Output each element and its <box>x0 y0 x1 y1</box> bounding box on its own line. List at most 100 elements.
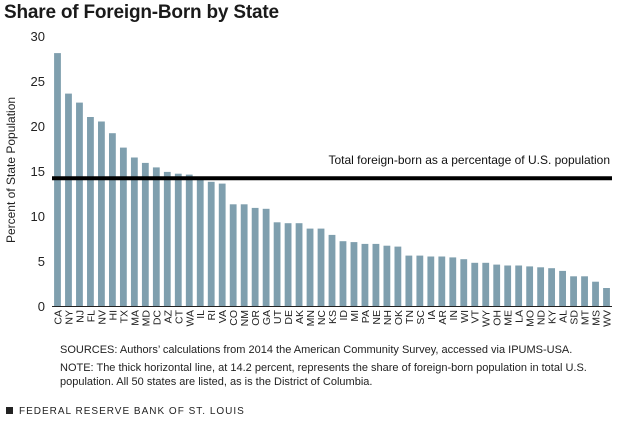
x-tick-label-me: ME <box>503 310 515 326</box>
y-axis-ticks: 0 5 10 15 20 25 30 <box>31 29 45 314</box>
bar-oh <box>493 264 501 306</box>
y-tick-label-4: 20 <box>31 119 45 134</box>
x-tick-label-mt: MT <box>580 309 592 325</box>
bar-la <box>515 265 523 306</box>
bar-ny <box>65 93 72 306</box>
x-tick-label-ut: UT <box>272 309 284 324</box>
bar-tn <box>405 255 413 306</box>
reference-line-label: Total foreign-born as a percentage of U.… <box>328 153 610 167</box>
x-tick-label-az: AZ <box>162 309 174 323</box>
sources-note: SOURCES: Authors’ calculations from 2014… <box>60 344 573 356</box>
bar-sd <box>570 276 577 306</box>
footer-square-icon <box>6 407 13 414</box>
x-tick-label-ak: AK <box>294 310 306 324</box>
explanatory-note: NOTE: The thick horizontal line, at 14.2… <box>60 362 587 388</box>
x-tick-label-nh: NH <box>382 310 394 325</box>
x-tick-label-id: ID <box>338 310 350 321</box>
x-tick-label-mn: MN <box>305 310 317 326</box>
x-tick-label-nv: NV <box>96 310 108 325</box>
bar-mo <box>526 266 534 306</box>
x-tick-label-sc: SC <box>415 310 427 325</box>
x-tick-label-ms: MS <box>591 310 603 326</box>
x-tick-label-sd: SD <box>569 310 581 325</box>
bar-mt <box>581 276 588 306</box>
bar-ia <box>427 256 435 306</box>
x-tick-label-wy: WY <box>481 310 493 327</box>
x-tick-label-pa: PA <box>360 310 372 323</box>
bar-nv <box>98 121 105 306</box>
x-tick-label-ca: CA <box>52 310 64 325</box>
x-tick-label-hi: HI <box>107 310 119 321</box>
bar-ok <box>394 246 402 306</box>
bar-nc <box>317 228 325 306</box>
y-axis-label: Percent of State Population <box>4 97 18 243</box>
bar-dc <box>152 167 160 306</box>
y-tick-label-1: 5 <box>38 254 45 269</box>
bar-sc <box>416 255 424 306</box>
bar-ak <box>295 223 303 306</box>
bar-vt <box>471 262 479 306</box>
bar-or <box>251 207 259 306</box>
x-tick-label-dc: DC <box>151 310 163 326</box>
x-tick-label-ct: CT <box>173 309 185 324</box>
bar-wv <box>603 288 610 306</box>
x-axis-labels: CANYNJFLNVHITXMAMDDCAZCTWAILRIVACONMORGA… <box>52 309 613 327</box>
x-tick-label-vt: VT <box>470 309 482 323</box>
x-tick-label-al: AL <box>558 310 570 323</box>
bar-id <box>339 241 347 306</box>
x-tick-label-ga: GA <box>261 310 273 325</box>
footer-text: FEDERAL RESERVE BANK OF ST. LOUIS <box>19 406 245 417</box>
y-tick-label-5: 25 <box>31 74 45 89</box>
x-tick-label-in: IN <box>448 310 460 321</box>
x-tick-label-wv: WV <box>602 310 614 327</box>
x-tick-label-nj: NJ <box>74 310 86 323</box>
bar-wy <box>482 262 490 306</box>
x-tick-label-tn: TN <box>404 310 416 324</box>
bar-hi <box>108 133 116 306</box>
bar-chart: Percent of State Population 0 5 10 15 20 25 30… <box>4 29 614 327</box>
x-tick-label-va: VA <box>217 310 229 323</box>
x-tick-label-la: LA <box>514 310 526 323</box>
bar-ms <box>592 281 599 306</box>
x-tick-label-ks: KS <box>327 310 339 324</box>
bar-ri <box>207 181 215 306</box>
x-tick-label-il: IL <box>195 310 207 319</box>
x-tick-label-nd: ND <box>536 310 548 326</box>
bar-wa <box>185 174 193 306</box>
bar-nd <box>537 267 545 306</box>
bar-ks <box>328 234 336 306</box>
x-tick-label-wa: WA <box>184 310 196 327</box>
x-tick-label-ia: IA <box>426 310 438 320</box>
bar-nm <box>240 204 248 306</box>
x-tick-label-or: OR <box>250 310 262 326</box>
bar-in <box>449 257 457 306</box>
bar-tx <box>119 147 127 306</box>
bar-ar <box>438 256 446 306</box>
x-tick-label-ne: NE <box>371 310 383 325</box>
bar-mi <box>350 242 358 306</box>
x-tick-label-nm: NM <box>239 310 251 326</box>
x-tick-label-mi: MI <box>349 310 361 322</box>
bar-de <box>284 223 292 306</box>
bar-me <box>504 265 512 306</box>
x-tick-label-ma: MA <box>129 310 141 326</box>
bar-va <box>218 183 226 306</box>
x-tick-label-nc: NC <box>316 310 328 326</box>
bar-mn <box>306 228 314 306</box>
bar-wi <box>460 259 468 306</box>
chart-title: Share of Foreign-Born by State <box>4 2 279 23</box>
x-tick-label-ky: KY <box>547 310 559 324</box>
x-tick-label-oh: OH <box>492 310 504 326</box>
bar-co <box>229 204 237 306</box>
bar-ct <box>174 173 182 306</box>
x-tick-label-fl: FL <box>85 310 97 322</box>
bar-ut <box>273 222 281 306</box>
x-tick-label-md: MD <box>140 310 152 327</box>
y-tick-label-3: 15 <box>31 164 45 179</box>
footer: FEDERAL RESERVE BANK OF ST. LOUIS <box>6 406 245 417</box>
bar-ma <box>130 157 138 306</box>
x-tick-label-ok: OK <box>393 310 405 325</box>
bar-md <box>141 162 149 306</box>
bar-il <box>196 177 204 306</box>
bar-al <box>559 270 566 306</box>
